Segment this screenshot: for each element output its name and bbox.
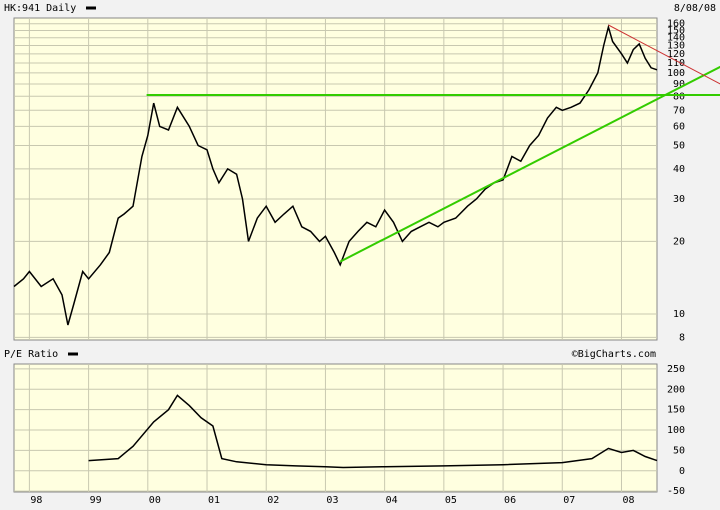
x-tick-label: 01 bbox=[208, 495, 220, 506]
x-tick-label: 04 bbox=[386, 495, 398, 506]
y-tick-label: 90 bbox=[673, 79, 685, 90]
y-tick-label: 50 bbox=[673, 140, 685, 151]
x-tick-label: 07 bbox=[563, 495, 575, 506]
y-tick-label: 120 bbox=[667, 49, 685, 60]
source: ©BigCharts.com bbox=[572, 349, 656, 360]
legend-label: HK:941 Daily bbox=[4, 3, 76, 14]
trend-line bbox=[608, 24, 720, 85]
y-tick-label: 100 bbox=[667, 68, 685, 79]
x-tick-label: 00 bbox=[149, 495, 161, 506]
y-tick-label: 80 bbox=[673, 91, 685, 102]
y-tick-label: 8 bbox=[679, 332, 685, 343]
x-tick-label: 03 bbox=[326, 495, 338, 506]
y-tick-label: 0 bbox=[679, 466, 685, 477]
date-label: 8/08/08 bbox=[674, 3, 716, 14]
y-tick-label: 20 bbox=[673, 236, 685, 247]
y-tick-label: 200 bbox=[667, 384, 685, 395]
y-tick-label: 150 bbox=[667, 25, 685, 36]
y-tick-label: 50 bbox=[673, 445, 685, 456]
trend-line bbox=[339, 65, 720, 263]
x-tick-label: 99 bbox=[90, 495, 102, 506]
y-tick-label: 70 bbox=[673, 105, 685, 116]
x-tick-label: 98 bbox=[30, 495, 42, 506]
price-line bbox=[13, 24, 658, 326]
legend-label: P/E Ratio bbox=[4, 349, 58, 360]
y-tick-label: 30 bbox=[673, 194, 685, 205]
y-tick-label: 10 bbox=[673, 309, 685, 320]
y-tick-label: -50 bbox=[667, 486, 685, 497]
y-tick-label: 160 bbox=[667, 19, 685, 30]
y-tick-label: 130 bbox=[667, 40, 685, 51]
y-tick-label: 150 bbox=[667, 405, 685, 416]
plot-area bbox=[13, 17, 658, 341]
y-tick-label: 60 bbox=[673, 121, 685, 132]
plot-area bbox=[13, 363, 658, 493]
y-tick-label: 110 bbox=[667, 58, 685, 69]
x-tick-label: 05 bbox=[445, 495, 457, 506]
y-tick-label: 250 bbox=[667, 364, 685, 375]
y-tick-label: 100 bbox=[667, 425, 685, 436]
y-tick-label: 140 bbox=[667, 33, 685, 44]
y-tick-label: 40 bbox=[673, 164, 685, 175]
x-tick-label: 06 bbox=[504, 495, 516, 506]
x-tick-label: 02 bbox=[267, 495, 279, 506]
price-line bbox=[88, 394, 658, 469]
x-tick-label: 08 bbox=[622, 495, 634, 506]
